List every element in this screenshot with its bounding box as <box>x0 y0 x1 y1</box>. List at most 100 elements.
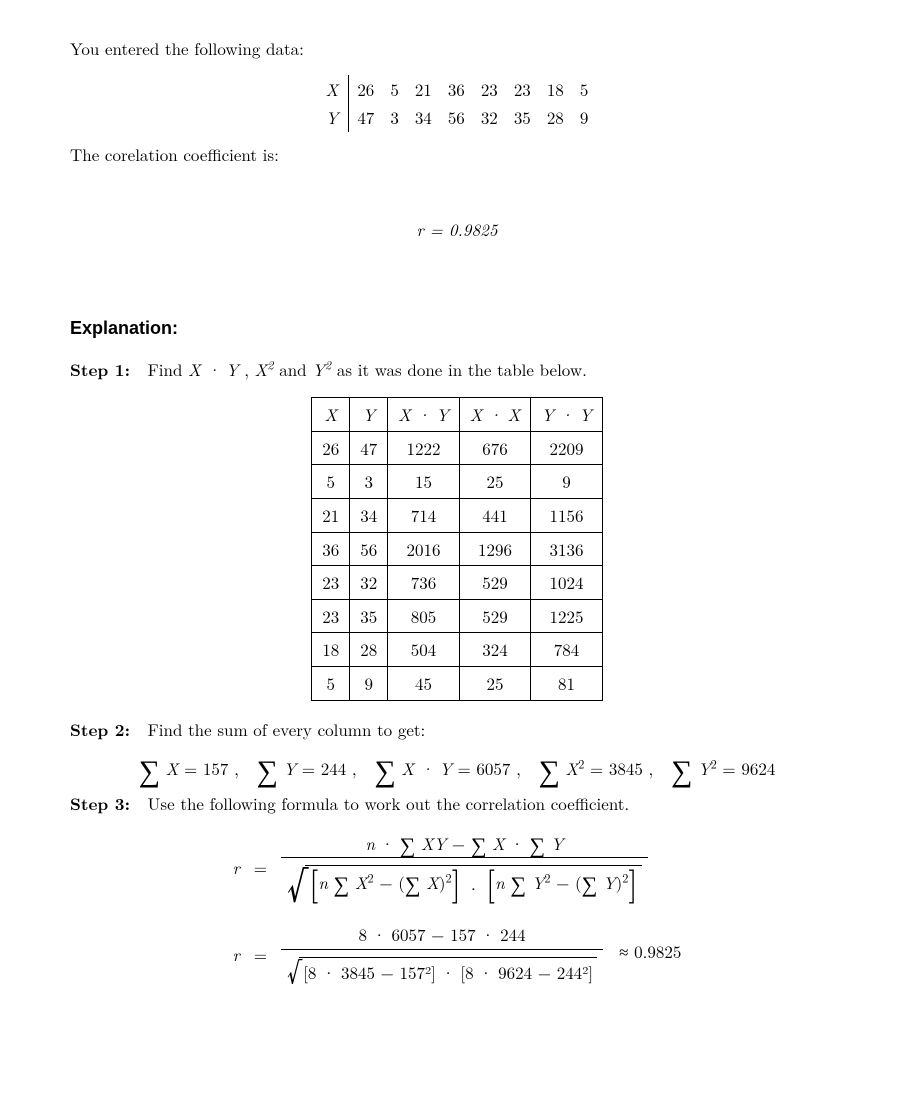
input-x-cell: 5 <box>382 75 407 104</box>
comp-cell: 784 <box>531 633 602 667</box>
input-row-y: Y 47334563235289 <box>318 103 597 132</box>
step1-expr-y2: Y2 <box>312 357 331 381</box>
comp-row: 3656201612963136 <box>312 532 602 566</box>
sum-xy-term: ∑ X · Y = 6057 , <box>374 756 521 781</box>
comp-row: 23358055291225 <box>312 599 602 633</box>
comp-cell: 23 <box>312 566 350 600</box>
input-x-cell: 5 <box>572 75 597 104</box>
comp-cell: 676 <box>459 431 530 465</box>
comp-cell: 3136 <box>531 532 602 566</box>
step1-sep2: and <box>279 357 312 381</box>
comp-header-cell: Y · Y <box>531 397 602 431</box>
comp-cell: 45 <box>388 667 459 701</box>
comp-cell: 18 <box>312 633 350 667</box>
step1-text-before: Find <box>148 357 188 381</box>
comp-cell: 1222 <box>388 431 459 465</box>
comp-cell: 9 <box>531 465 602 499</box>
input-table: X 26521362323185 Y 47334563235289 <box>318 75 597 132</box>
comp-cell: 9 <box>350 667 388 701</box>
comp-cell: 324 <box>459 633 530 667</box>
formula-eq-1: = <box>254 855 267 880</box>
comp-cell: 25 <box>459 667 530 701</box>
comp-cell: 5 <box>312 667 350 701</box>
input-x-cell: 26 <box>349 75 383 104</box>
comp-cell: 2209 <box>531 431 602 465</box>
input-y-cell: 28 <box>539 103 572 132</box>
comp-header-cell: X <box>312 397 350 431</box>
comp-row: 59452581 <box>312 667 602 701</box>
input-y-cell: 32 <box>473 103 506 132</box>
input-x-cell: 18 <box>539 75 572 104</box>
input-x-cell: 23 <box>473 75 506 104</box>
comp-cell: 714 <box>388 498 459 532</box>
input-y-cell: 34 <box>407 103 440 132</box>
input-y-cell: 3 <box>382 103 407 132</box>
step1-text-after: as it was done in the table below. <box>337 357 587 381</box>
comp-cell: 32 <box>350 566 388 600</box>
comp-row: 264712226762209 <box>312 431 602 465</box>
comp-header-cell: Y <box>350 397 388 431</box>
r-result-equation: r = 0.9825 <box>70 217 844 242</box>
comp-cell: 504 <box>388 633 459 667</box>
input-x-cell: 36 <box>440 75 473 104</box>
sum-x2-term: ∑ X2 = 3845 , <box>538 756 653 781</box>
formula-rhs-numeric: 8 · 6057 − 157 · 244 √ [8 · 3845 − 157²]… <box>281 922 681 987</box>
comp-cell: 28 <box>350 633 388 667</box>
comp-cell: 736 <box>388 566 459 600</box>
step1-line: Step 1: Find X · Y , X2 and Y2 as it was… <box>70 357 844 383</box>
comp-cell: 36 <box>312 532 350 566</box>
comp-header-cell: X · Y <box>388 397 459 431</box>
comp-cell: 1156 <box>531 498 602 532</box>
formula-numeric-num: 8 · 6057 − 157 · 244 <box>352 922 531 949</box>
step3-text: Use the following formula to work out th… <box>148 791 629 815</box>
input-row-x: X 26521362323185 <box>318 75 597 104</box>
input-y-cell: 56 <box>440 103 473 132</box>
input-y-cell: 35 <box>506 103 539 132</box>
formula-rhs-symbolic: n · ∑ XY − ∑ X · ∑ Y √ [ <box>281 831 681 904</box>
comp-cell: 26 <box>312 431 350 465</box>
step2-line: Step 2: Find the sum of every column to … <box>70 717 844 743</box>
comp-row: 23327365291024 <box>312 566 602 600</box>
comp-cell: 25 <box>459 465 530 499</box>
comp-cell: 1024 <box>531 566 602 600</box>
input-y-cell: 47 <box>349 103 383 132</box>
input-y-label: Y <box>318 103 349 132</box>
comp-row: 5315259 <box>312 465 602 499</box>
entered-data-label: You entered the following data: <box>70 36 844 61</box>
formula-lhs-2: r <box>233 942 240 967</box>
formula-approx: ≈ 0.9825 <box>609 939 681 963</box>
comp-cell: 529 <box>459 566 530 600</box>
input-x-cell: 23 <box>506 75 539 104</box>
sums-row: ∑ X = 157 , ∑ Y = 244 , ∑ X · Y = 6057 ,… <box>70 756 844 781</box>
step1-sep1: , <box>244 357 254 381</box>
step2-text: Find the sum of every column to get: <box>148 717 426 741</box>
comp-cell: 81 <box>531 667 602 701</box>
comp-cell: 441 <box>459 498 530 532</box>
computation-table: XYX · YX · XY · Y 2647122267622095315259… <box>311 397 602 701</box>
formula-lhs-1: r <box>233 855 240 880</box>
formula-block: r = n · ∑ XY − ∑ X · ∑ Y √ <box>70 831 844 987</box>
comp-body: 2647122267622095315259213471444111563656… <box>312 431 602 700</box>
comp-cell: 5 <box>312 465 350 499</box>
comp-cell: 47 <box>350 431 388 465</box>
corr-coef-label: The corelation coefficient is: <box>70 142 844 167</box>
comp-header-row: XYX · YX · XY · Y <box>312 397 602 431</box>
comp-row: 21347144411156 <box>312 498 602 532</box>
step3-label: Step 3: <box>70 792 130 816</box>
step2-label: Step 2: <box>70 718 130 742</box>
comp-cell: 529 <box>459 599 530 633</box>
comp-cell: 23 <box>312 599 350 633</box>
comp-cell: 1296 <box>459 532 530 566</box>
comp-header-cell: X · X <box>459 397 530 431</box>
explanation-heading: Explanation: <box>70 315 844 341</box>
formula-eq-2: = <box>254 942 267 967</box>
formula-numeric-den: [8 · 3845 − 157²] · [8 · 9624 − 244²] <box>299 957 597 985</box>
comp-cell: 35 <box>350 599 388 633</box>
input-x-label: X <box>318 75 349 104</box>
comp-cell: 3 <box>350 465 388 499</box>
sum-y-term: ∑ Y = 244 , <box>256 756 356 781</box>
comp-row: 1828504324784 <box>312 633 602 667</box>
step3-line: Step 3: Use the following formula to wor… <box>70 791 844 817</box>
sum-x-term: ∑ X = 157 , <box>139 756 239 781</box>
comp-cell: 15 <box>388 465 459 499</box>
